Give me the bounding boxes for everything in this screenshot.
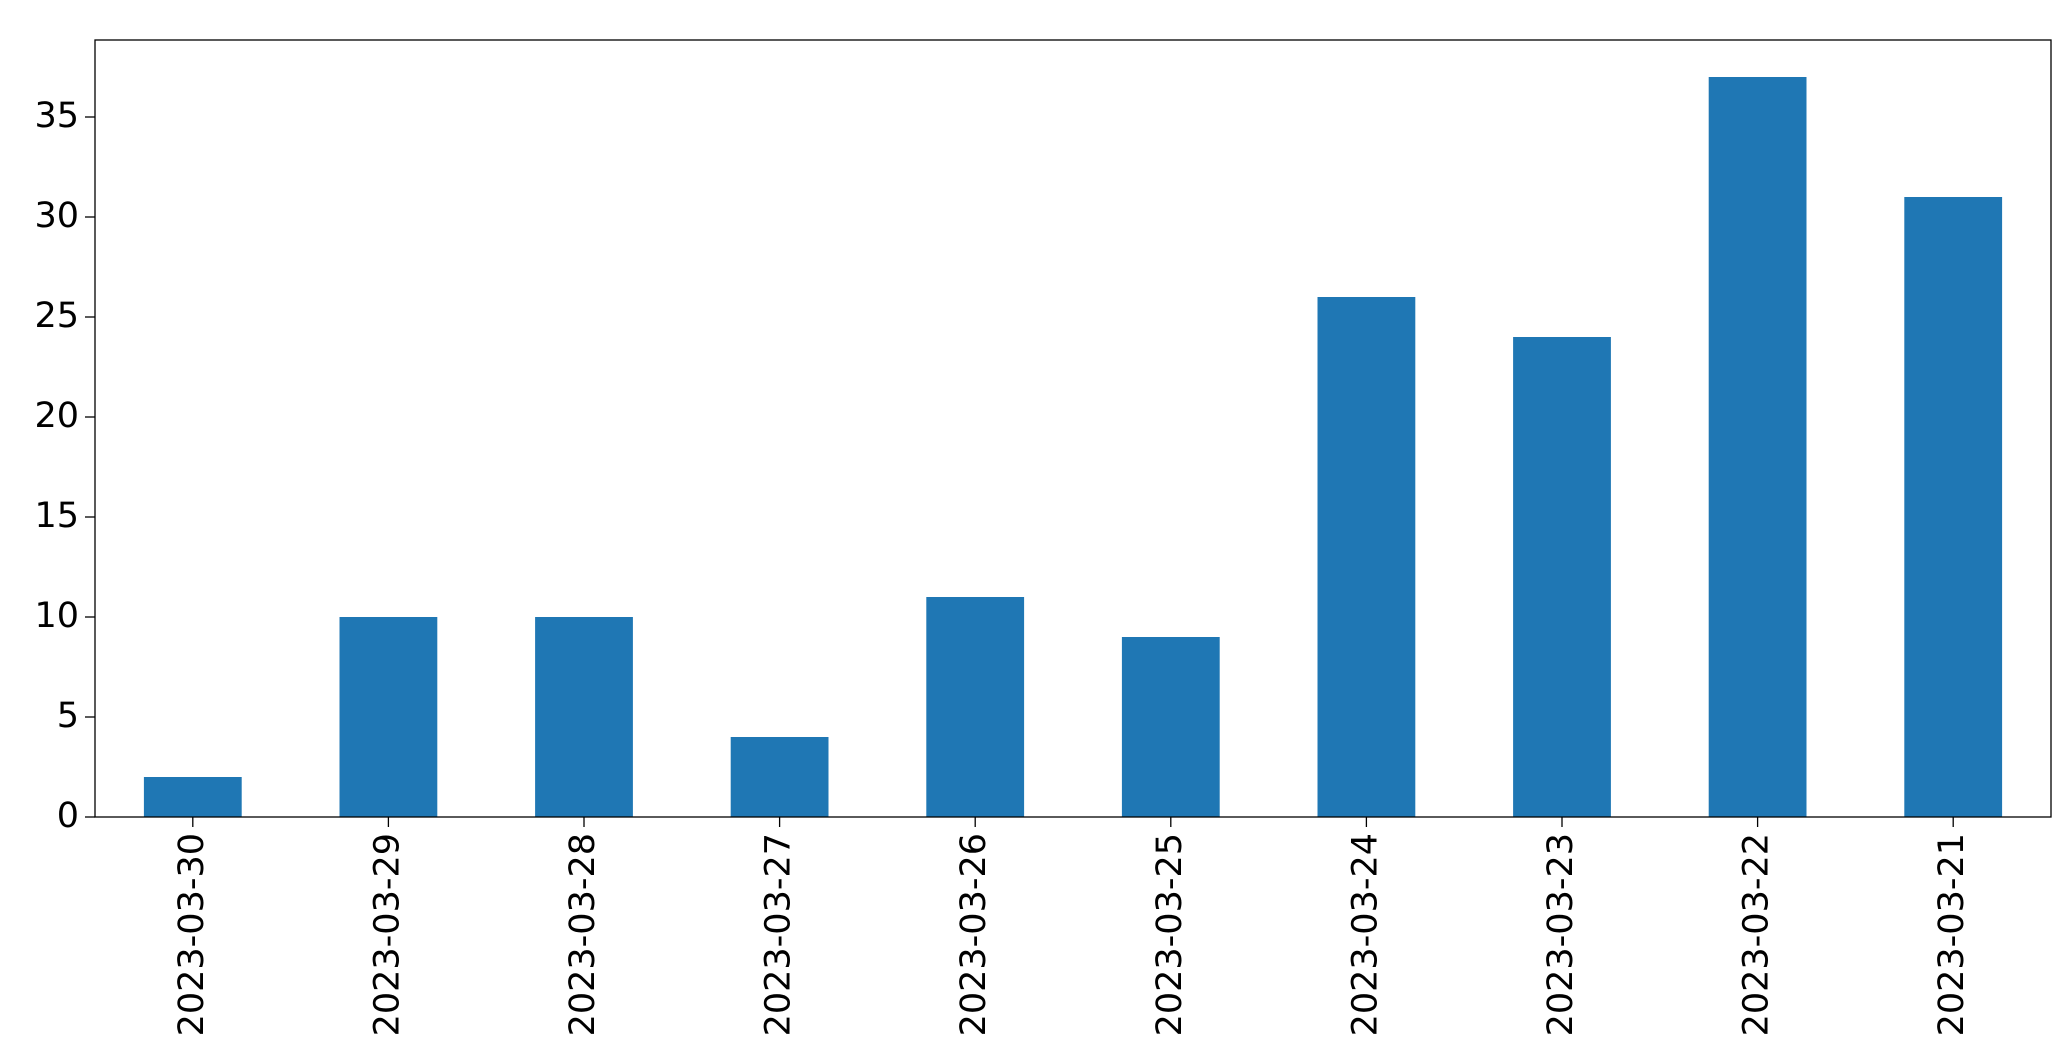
bar [730,737,829,817]
bar [339,617,438,817]
bar [143,777,242,817]
y-tick-label: 30 [34,196,79,236]
x-tick-label: 2023-03-23 [1541,833,1581,1036]
x-tick-label: 2023-03-26 [954,833,994,1036]
x-tick-label: 2023-03-30 [172,833,212,1036]
x-tick-label: 2023-03-29 [367,833,407,1036]
bar [1513,337,1611,817]
x-tick-label: 2023-03-28 [563,833,603,1036]
bar [926,597,1025,817]
y-tick-label: 20 [34,396,79,436]
x-tick-label: 2023-03-21 [1932,833,1972,1036]
bar [1904,197,2003,817]
y-tick-label: 10 [34,596,79,636]
y-tick-label: 15 [34,496,79,536]
plot-frame [94,39,2052,818]
y-tick-label: 35 [34,96,79,136]
y-tick-label: 25 [34,296,79,336]
x-tick-label: 2023-03-24 [1345,833,1385,1036]
x-tick-label: 2023-03-27 [759,833,799,1036]
bar [1121,637,1220,817]
x-tick-label: 2023-03-25 [1150,833,1190,1036]
y-tick-label: 0 [57,796,79,836]
x-tick-label: 2023-03-22 [1737,833,1777,1036]
y-tick-label: 5 [57,696,79,736]
bar [1708,77,1807,817]
bar [1317,297,1416,817]
bar [535,617,633,817]
